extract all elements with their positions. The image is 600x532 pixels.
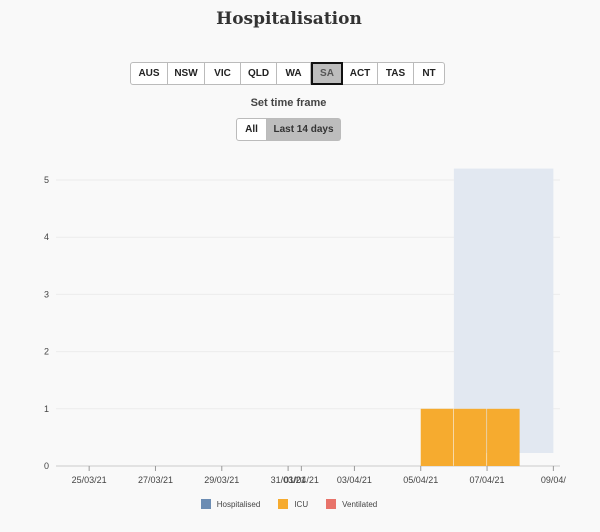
x-tick-label: 29/03/21 (204, 475, 239, 485)
region-button-aus[interactable]: AUS (130, 62, 168, 85)
region-button-wa[interactable]: WA (277, 62, 311, 85)
y-tick-label: 3 (44, 289, 49, 299)
region-button-vic[interactable]: VIC (205, 62, 241, 85)
region-selector: AUS NSW VIC QLD WA SA ACT TAS NT (130, 62, 445, 85)
legend-item-icu[interactable]: ICU (278, 499, 308, 509)
region-button-sa[interactable]: SA (311, 62, 343, 85)
legend-label-ventilated: Ventilated (342, 499, 378, 509)
x-tick-label: 09/04/ (541, 475, 567, 485)
x-tick-label: 05/04/21 (403, 475, 438, 485)
timeframe-label: Set time frame (250, 97, 327, 109)
region-button-qld[interactable]: QLD (241, 62, 277, 85)
legend-label-icu: ICU (294, 499, 309, 509)
legend-swatch-icu (278, 499, 289, 509)
legend-swatch-ventilated (326, 499, 337, 509)
hospitalisation-chart: 0 1 2 3 4 5 25/03/21 27/03/21 29/03/21 31/03/2101… (44, 168, 567, 485)
icu-bar (420, 408, 454, 466)
legend-item-hospitalised[interactable]: Hospitalised (200, 499, 261, 509)
chart-legend: Hospitalised ICU Ventilated (0, 499, 578, 509)
x-tick-label: 27/03/21 (138, 475, 173, 485)
x-tick-label: 07/04/21 (470, 475, 505, 485)
timeframe-selector: All Last 14 days (236, 118, 341, 141)
region-button-tas[interactable]: TAS (378, 62, 414, 85)
y-tick-label: 2 (44, 347, 49, 357)
timeframe-all-button[interactable]: All (236, 118, 267, 141)
x-tick-label: 25/03/21 (72, 475, 107, 485)
icu-bar (453, 408, 487, 466)
icu-bar (487, 408, 520, 466)
hospitalised-bar (453, 168, 554, 453)
y-tick-label: 5 (44, 175, 49, 185)
y-tick-label: 1 (44, 404, 49, 414)
x-tick-label: 03/04/21 (337, 475, 372, 485)
x-tick-label: 31/03/21 (271, 475, 306, 485)
legend-swatch-hospitalised (200, 499, 211, 509)
timeframe-last14-button[interactable]: Last 14 days (267, 118, 341, 141)
region-button-nsw[interactable]: NSW (168, 62, 205, 85)
x-tick-label: 01/04/21 (284, 475, 319, 485)
legend-item-ventilated[interactable]: Ventilated (326, 499, 377, 509)
region-button-act[interactable]: ACT (343, 62, 378, 85)
y-tick-label: 4 (44, 232, 49, 242)
page-title: Hospitalisation (216, 9, 362, 29)
y-tick-label: 0 (44, 461, 49, 471)
legend-label-hospitalised: Hospitalised (216, 499, 261, 509)
region-button-nt[interactable]: NT (414, 62, 445, 85)
